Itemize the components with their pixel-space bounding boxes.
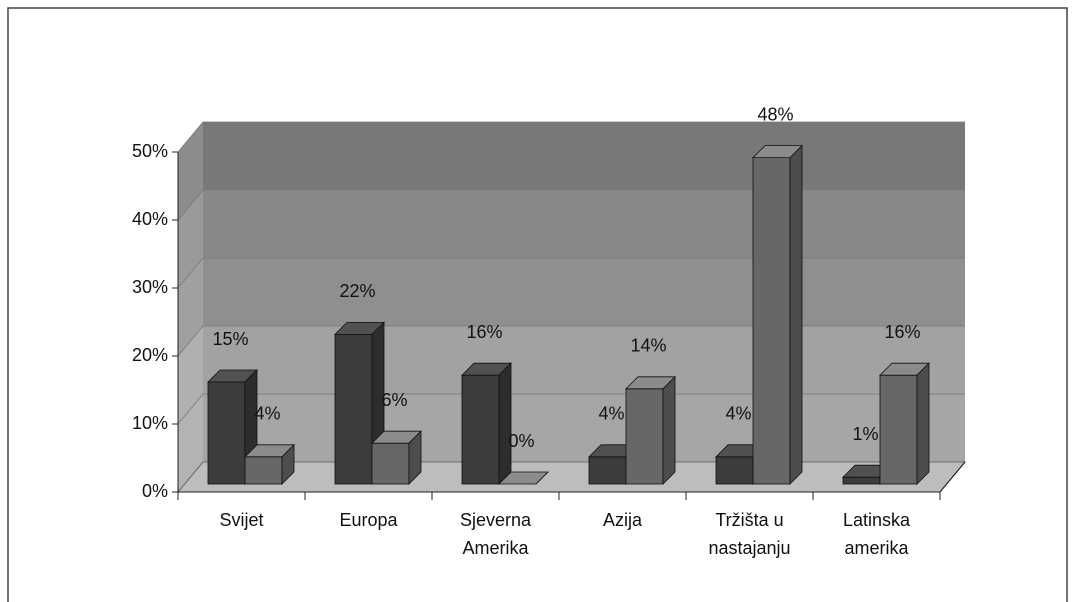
back-wall-band xyxy=(203,326,965,394)
bar-side xyxy=(916,362,930,485)
y-tick-label: 0% xyxy=(142,481,168,501)
bar-front xyxy=(625,388,664,485)
grid-line xyxy=(177,189,965,221)
value-label: 22% xyxy=(339,281,375,301)
bar-front xyxy=(244,456,283,485)
value-label: 16% xyxy=(466,322,502,342)
bar xyxy=(625,375,676,485)
bar xyxy=(498,471,549,485)
y-tick-label: 20% xyxy=(132,345,168,365)
grid-line xyxy=(177,325,965,357)
back-wall-band xyxy=(203,122,965,190)
bar-side xyxy=(789,144,803,485)
bar-side xyxy=(281,443,295,485)
value-label: 4% xyxy=(254,404,280,424)
side-wall-band xyxy=(178,258,203,356)
value-label: 6% xyxy=(381,390,407,410)
bar xyxy=(371,430,422,485)
bar-front xyxy=(207,381,246,485)
x-axis-depth xyxy=(939,461,966,493)
bar-front xyxy=(715,456,754,485)
back-wall-band xyxy=(203,258,965,326)
value-label: 14% xyxy=(630,336,666,356)
frame xyxy=(7,7,1068,602)
back-wall-band xyxy=(203,190,965,258)
bar xyxy=(461,362,512,485)
bar-side xyxy=(662,375,676,485)
bar-front xyxy=(752,157,791,485)
bar-side xyxy=(408,430,422,485)
grid-line xyxy=(177,461,965,493)
y-tick-label: 40% xyxy=(132,209,168,229)
x-tick-label: Svijet xyxy=(219,510,264,530)
value-label: 16% xyxy=(884,322,920,342)
bar-front xyxy=(461,374,500,485)
y-tick-label: 10% xyxy=(132,413,168,433)
bar-side xyxy=(535,471,549,485)
side-wall-band xyxy=(178,326,203,424)
side-wall-band xyxy=(178,190,203,288)
bar-front xyxy=(371,442,410,485)
x-tick-label: Europa xyxy=(339,510,398,530)
bar xyxy=(752,144,803,485)
bar-front xyxy=(879,374,918,485)
back-wall-band xyxy=(203,394,965,462)
bar-front xyxy=(588,456,627,485)
x-tick-label: Sjeverna Amerika xyxy=(459,510,532,558)
value-label: 1% xyxy=(852,424,878,444)
value-label: 0% xyxy=(508,431,534,451)
value-label: 48% xyxy=(757,104,793,124)
bar xyxy=(879,362,930,485)
side-wall-band xyxy=(178,394,203,492)
value-label: 15% xyxy=(212,329,248,349)
y-tick-label: 50% xyxy=(132,141,168,161)
x-tick-label: Tržišta u nastajanju xyxy=(708,510,791,558)
bar-side xyxy=(498,362,512,485)
x-tick-label: Latinska amerika xyxy=(842,510,911,558)
side-wall-band xyxy=(178,122,203,220)
value-label: 4% xyxy=(725,404,751,424)
value-label: 4% xyxy=(598,404,624,424)
grid-line xyxy=(177,393,965,425)
bar-front xyxy=(334,333,373,485)
grid-line xyxy=(177,121,965,153)
grid-line xyxy=(177,257,965,289)
x-tick-label: Azija xyxy=(602,510,642,530)
bar-front xyxy=(842,476,881,485)
bar xyxy=(244,443,295,485)
y-tick-label: 30% xyxy=(132,277,168,297)
